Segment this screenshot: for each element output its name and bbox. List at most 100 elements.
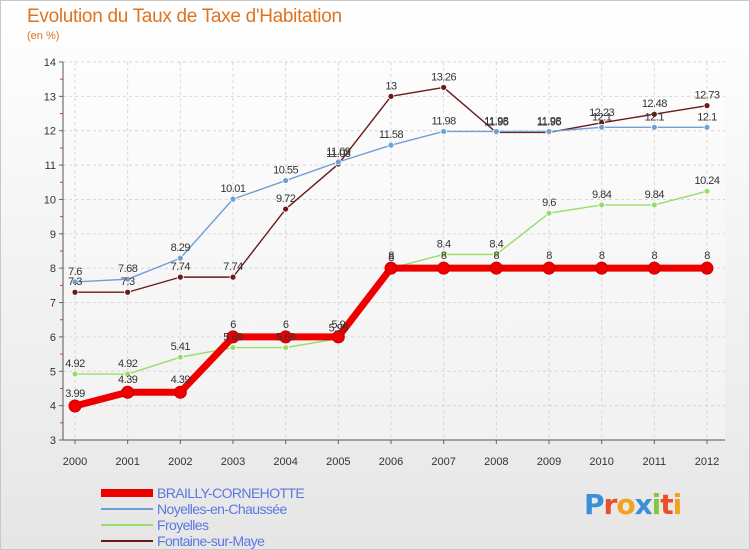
data-point-froyelles	[703, 187, 711, 195]
data-point-fontaine	[176, 273, 184, 281]
legend-swatch-noyelles	[101, 508, 153, 510]
data-point-froyelles	[598, 201, 606, 209]
data-point-brailly	[226, 330, 240, 344]
data-label-noyelles: 11.58	[379, 129, 404, 141]
data-labels: 3.99 4.39 4.39 6 6 5.9 8 8 8 8 8 8 8 7.6 7.68 8.29 10.01…	[65, 71, 720, 400]
x-tick-label: 2007	[431, 456, 455, 468]
y-tick-label: 6	[50, 332, 56, 344]
legend-entry: Fontaine-sur-Maye	[101, 533, 304, 549]
x-tick-label: 2009	[537, 456, 561, 468]
data-label-froyelles: 9.6	[542, 197, 556, 209]
logo-letter: t	[660, 488, 673, 521]
data-label-froyelles: 9.84	[645, 189, 665, 201]
data-label-fontaine: 7.3	[68, 276, 82, 288]
x-tick-label: 2002	[168, 456, 192, 468]
data-point-froyelles	[71, 370, 79, 378]
data-label-froyelles: 10.24	[694, 175, 719, 187]
data-point-froyelles	[229, 344, 237, 351]
series-lines	[68, 84, 714, 413]
data-point-froyelles	[282, 344, 290, 351]
data-point-brailly	[595, 261, 609, 275]
data-point-fontaine	[71, 288, 79, 296]
legend-label: Fontaine-sur-Maye	[157, 533, 265, 549]
data-point-brailly	[384, 261, 398, 275]
data-label-noyelles: 10.55	[273, 165, 298, 177]
x-tick-label: 2000	[63, 456, 87, 468]
data-point-noyelles	[440, 128, 448, 135]
axes: 3 4 5 6 7 8 9 10 11 12 13 14 2000 2001 2002 2003 2004 200…	[44, 57, 725, 468]
data-point-brailly	[173, 385, 187, 399]
y-tick-label: 10	[44, 194, 56, 206]
data-point-brailly	[279, 330, 293, 344]
data-point-fontaine	[124, 288, 132, 296]
legend-entry: Noyelles-en-Chaussée	[101, 501, 304, 517]
data-point-noyelles	[176, 254, 184, 262]
data-label-fontaine: 13	[385, 80, 397, 92]
data-label-fontaine: 7.74	[171, 261, 191, 273]
data-label-fontaine: 7.3	[121, 276, 135, 288]
logo-letter: r	[603, 488, 618, 521]
data-label-froyelles: 4.92	[65, 358, 85, 370]
grid	[63, 61, 725, 441]
data-label-froyelles: 8.4	[489, 238, 503, 250]
y-tick-label: 3	[50, 435, 56, 447]
data-label-noyelles: 12.1	[592, 111, 612, 123]
data-label-brailly: 6	[283, 319, 289, 331]
data-point-fontaine	[282, 205, 290, 213]
y-tick-label: 9	[50, 229, 56, 241]
data-label-noyelles: 11.98	[484, 115, 509, 127]
y-tick-label: 14	[44, 57, 56, 69]
data-label-brailly: 8	[494, 250, 500, 262]
data-label-fontaine: 12.48	[642, 98, 667, 110]
data-label-fontaine: 11.03	[326, 148, 351, 160]
data-point-brailly	[121, 385, 135, 399]
data-point-froyelles	[176, 353, 184, 361]
data-point-fontaine	[440, 84, 448, 91]
chart-subtitle: (en %)	[27, 30, 60, 42]
legend: BRAILLY-CORNEHOTTE Noyelles-en-Chaussée …	[101, 485, 305, 549]
data-label-noyelles: 11.98	[537, 115, 562, 127]
legend-label: BRAILLY-CORNEHOTTE	[157, 485, 305, 501]
data-label-noyelles: 12.1	[697, 111, 717, 123]
data-label-froyelles: 4.92	[118, 358, 138, 370]
data-point-noyelles	[229, 195, 237, 203]
data-point-brailly	[489, 261, 503, 275]
data-label-fontaine: 12.73	[694, 90, 719, 102]
x-tick-label: 2003	[221, 456, 245, 468]
data-label-noyelles: 10.01	[220, 183, 245, 195]
data-point-froyelles	[440, 251, 448, 258]
data-point-brailly	[437, 261, 451, 275]
proxiti-logo: Proxiti	[584, 488, 683, 521]
data-point-noyelles	[334, 158, 342, 166]
data-point-noyelles	[71, 278, 79, 286]
x-tick-label: 2001	[115, 456, 139, 468]
x-tick-label: 2005	[326, 456, 350, 468]
data-point-noyelles	[703, 123, 711, 131]
data-label-brailly: 8	[704, 250, 710, 262]
y-tick-label: 4	[50, 401, 56, 413]
data-label-noyelles: 7.68	[118, 263, 138, 275]
y-tick-label: 8	[50, 263, 56, 275]
data-label-noyelles: 11.09	[326, 146, 351, 158]
data-label-fontaine: 13.26	[431, 71, 456, 83]
data-point-noyelles	[650, 123, 658, 131]
data-label-fontaine: 11.95	[484, 116, 509, 128]
data-label-fontaine: 11.95	[537, 116, 562, 128]
data-label-froyelles: 8	[388, 252, 394, 264]
plot-area	[63, 62, 725, 440]
data-label-brailly: 6	[230, 319, 236, 331]
data-label-noyelles: 8.29	[171, 242, 191, 254]
legend-swatch-brailly	[101, 489, 153, 497]
logo-letter: i	[672, 488, 683, 521]
data-point-brailly	[331, 330, 345, 344]
data-label-brailly: 8	[652, 250, 658, 262]
data-point-brailly	[647, 261, 661, 275]
legend-label: Froyelles	[157, 517, 209, 533]
legend-swatch-fontaine	[101, 540, 153, 542]
data-label-noyelles: 11.98	[432, 115, 457, 127]
data-label-froyelles: 5.69	[276, 332, 296, 344]
logo-letter: P	[584, 488, 605, 521]
data-label-froyelles: 5.41	[171, 341, 191, 353]
data-label-froyelles: 5.69	[223, 332, 243, 344]
